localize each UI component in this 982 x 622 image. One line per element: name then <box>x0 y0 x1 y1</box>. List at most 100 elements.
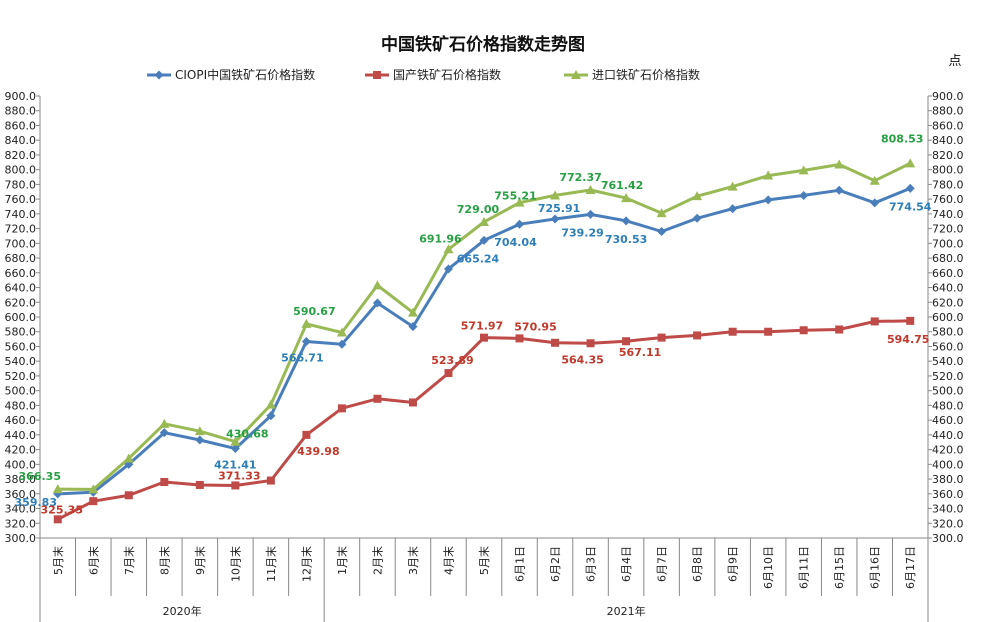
y-tick-label-right: 780.0 <box>932 178 964 191</box>
data-point <box>301 337 311 347</box>
y-tick-label-left: 880.0 <box>5 105 37 118</box>
data-point <box>621 193 632 203</box>
category-label: 6月1日 <box>514 546 527 582</box>
y-tick-label-right: 580.0 <box>932 326 964 339</box>
data-label: 704.04 <box>494 236 537 249</box>
y-tick-label-right: 500.0 <box>932 385 964 398</box>
y-tick-label-right: 420.0 <box>932 444 964 457</box>
category-label: 5月末 <box>51 546 65 575</box>
data-point <box>337 339 347 349</box>
data-point <box>728 327 737 336</box>
data-point <box>160 478 169 487</box>
y-tick-label-left: 800.0 <box>5 164 37 177</box>
data-point <box>798 165 809 175</box>
y-tick-label-left: 640.0 <box>5 282 37 295</box>
data-point <box>799 326 808 335</box>
y-tick-label-left: 600.0 <box>5 311 37 324</box>
data-point <box>479 235 489 245</box>
data-label: 523.89 <box>431 354 473 367</box>
y-tick-label-left: 700.0 <box>5 237 37 250</box>
data-label: 691.96 <box>419 232 462 245</box>
category-label: 6月末 <box>86 546 100 575</box>
category-label: 5月末 <box>477 546 491 575</box>
data-point <box>622 337 631 346</box>
category-label: 10月末 <box>228 546 242 582</box>
unit-label: 点 <box>948 54 961 69</box>
y-tick-label-left: 420.0 <box>5 444 37 457</box>
data-point <box>799 190 809 200</box>
y-tick-label-right: 300.0 <box>932 532 964 545</box>
data-point <box>373 394 382 403</box>
y-tick-label-right: 720.0 <box>932 223 964 236</box>
y-tick-label-left: 500.0 <box>5 385 37 398</box>
y-tick-label-right: 660.0 <box>932 267 964 280</box>
data-label: 594.75 <box>887 333 929 346</box>
y-tick-label-left: 820.0 <box>5 149 37 162</box>
data-point <box>764 327 773 336</box>
legend-marker <box>154 70 164 80</box>
data-point <box>479 216 489 226</box>
data-point <box>337 404 346 413</box>
y-tick-label-left: 440.0 <box>5 429 37 442</box>
data-point <box>906 316 915 325</box>
y-tick-label-right: 380.0 <box>932 473 964 486</box>
category-label: 6月16日 <box>869 546 882 589</box>
data-label: 421.41 <box>214 459 256 472</box>
data-point <box>443 244 454 254</box>
series-3 <box>52 158 916 494</box>
y-tick-label-right: 340.0 <box>932 503 964 516</box>
data-label: 359.83 <box>15 496 57 509</box>
data-point <box>480 333 488 342</box>
data-point <box>727 181 738 191</box>
data-point <box>870 317 879 326</box>
data-point <box>52 484 63 494</box>
data-point <box>657 227 667 237</box>
y-tick-label-right: 760.0 <box>932 193 964 206</box>
data-point <box>159 418 170 428</box>
y-tick-label-left: 720.0 <box>5 223 37 236</box>
y-tick-label-right: 600.0 <box>932 311 964 324</box>
y-tick-label-right: 440.0 <box>932 429 964 442</box>
legend-marker <box>571 70 581 79</box>
data-point <box>336 327 347 337</box>
category-label: 6月17日 <box>904 546 917 589</box>
y-tick-label-left: 580.0 <box>5 326 37 339</box>
legend-label: 进口铁矿石价格指数 <box>592 67 700 82</box>
data-point <box>870 198 880 208</box>
category-label: 6月4日 <box>620 546 633 582</box>
y-tick-label-right: 740.0 <box>932 208 964 221</box>
data-point <box>266 411 276 421</box>
data-point <box>550 190 561 200</box>
data-point <box>89 497 98 506</box>
series-2 <box>53 316 915 524</box>
data-label: 371.33 <box>218 469 260 482</box>
data-point <box>693 331 702 340</box>
y-tick-label-right: 900.0 <box>932 90 964 103</box>
data-point <box>763 195 773 205</box>
data-label: 430.68 <box>226 428 268 441</box>
data-labels: 359.83 421.41 566.71 665.24 704.04 725.91 739.… <box>15 132 932 516</box>
category-label: 6月8日 <box>691 546 704 582</box>
data-point <box>265 399 276 409</box>
data-point <box>728 204 738 214</box>
data-label: 725.91 <box>538 202 580 215</box>
data-label: 739.29 <box>561 226 603 239</box>
y-tick-label-right: 480.0 <box>932 399 964 412</box>
category-label: 6月10日 <box>762 546 775 589</box>
data-label: 567.11 <box>619 346 661 359</box>
y-tick-label-right: 680.0 <box>932 252 964 265</box>
data-point <box>550 214 560 224</box>
data-point <box>408 322 418 332</box>
year-group-label: 2020年 <box>163 604 202 618</box>
data-point <box>231 481 240 490</box>
y-tick-label-left: 520.0 <box>5 370 37 383</box>
data-point <box>834 159 845 169</box>
legend-label: 国产铁矿石价格指数 <box>393 67 501 82</box>
data-point <box>692 191 703 201</box>
y-tick-label-left: 760.0 <box>5 193 37 206</box>
data-point <box>124 491 133 500</box>
y-tick-label-right: 320.0 <box>932 517 964 530</box>
data-point <box>195 480 204 489</box>
category-label: 11月末 <box>264 546 278 582</box>
category-label: 1月末 <box>335 546 349 575</box>
